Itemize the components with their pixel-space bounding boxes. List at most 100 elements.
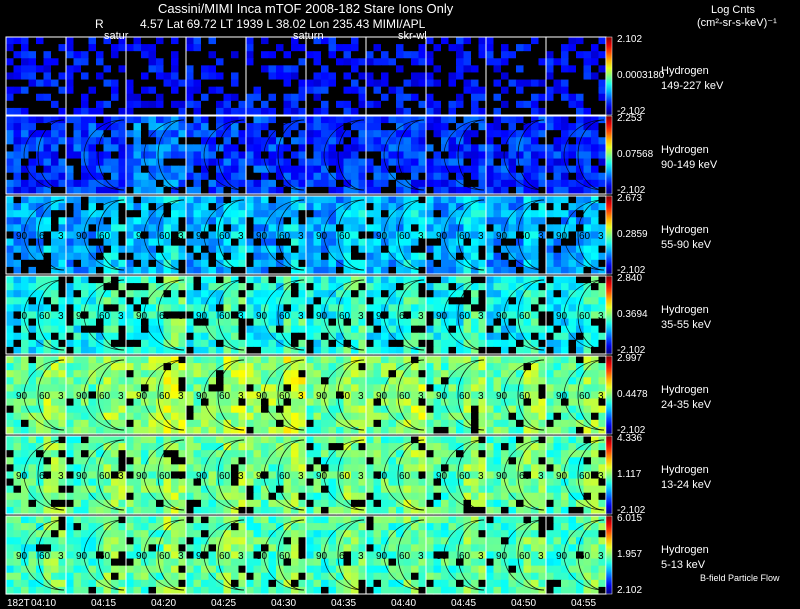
pitch-angle-contour: [97, 199, 125, 271]
pitch-angle-label: 90: [256, 231, 268, 242]
pitch-angle-contour: [37, 279, 65, 351]
image-panel: [5, 355, 67, 435]
energy-range-label: 90-149 keV: [661, 159, 718, 171]
pitch-angle-label: 3: [478, 471, 484, 482]
pitch-angle-contour: [457, 359, 485, 431]
colorbar-mid-label: 0.07568: [617, 149, 654, 160]
species-label: Hydrogen: [661, 65, 709, 77]
pitch-angle-label: 3: [58, 391, 64, 402]
pitch-angle-contour: [563, 279, 605, 351]
pitch-angle-contour: [83, 519, 125, 591]
pitch-angle-contour: [517, 279, 545, 351]
pitch-angle-label: 3: [358, 311, 364, 322]
pitch-angle-label: 3: [418, 471, 424, 482]
pitch-angle-contour: [83, 439, 125, 511]
pitch-angle-contour: [157, 439, 185, 511]
image-panel: [545, 36, 607, 116]
image-panel: [305, 355, 367, 435]
energy-range-label: 55-90 keV: [661, 239, 712, 251]
image-panel: [425, 36, 487, 116]
pitch-angle-label: 60: [279, 551, 291, 562]
pitch-angle-label: 3: [118, 471, 124, 482]
pitch-angle-label: 3: [238, 391, 244, 402]
image-panel: [185, 115, 247, 195]
pitch-angle-contour: [23, 119, 65, 191]
pitch-angle-label: 90: [256, 311, 268, 322]
pitch-angle-label: 90: [76, 231, 88, 242]
pitch-angle-contour: [563, 199, 605, 271]
pitch-angle-contour: [23, 279, 65, 351]
pitch-angle-label: 60: [159, 311, 171, 322]
pitch-angle-contour: [517, 439, 545, 511]
species-label: Hydrogen: [661, 304, 709, 316]
colorbar: [605, 115, 613, 195]
time-tick-label: 04:10: [31, 598, 57, 609]
pitch-angle-contour: [443, 279, 485, 351]
pitch-angle-label: 90: [136, 391, 148, 402]
pitch-angle-label: 90: [496, 551, 508, 562]
pitch-angle-contour: [263, 119, 305, 191]
pitch-angle-contour: [23, 359, 65, 431]
pitch-angle-label: 3: [538, 391, 544, 402]
pitch-angle-label: 90: [556, 551, 568, 562]
pitch-angle-contour: [323, 359, 365, 431]
image-panel: [545, 115, 607, 195]
pitch-angle-label: 60: [279, 311, 291, 322]
pitch-angle-label: 90: [196, 391, 208, 402]
pitch-angle-label: 90: [316, 391, 328, 402]
pitch-angle-label: 60: [99, 231, 111, 242]
pitch-angle-contour: [503, 359, 545, 431]
time-tick-label: 04:25: [211, 598, 237, 609]
pitch-angle-label: 3: [598, 231, 604, 242]
pitch-angle-contour: [383, 279, 425, 351]
pitch-angle-label: 60: [99, 471, 111, 482]
pitch-angle-contour: [563, 519, 605, 591]
pitch-angle-label: 60: [279, 391, 291, 402]
pitch-angle-label: 3: [178, 311, 184, 322]
pitch-angle-label: 3: [238, 551, 244, 562]
species-label: Hydrogen: [661, 384, 709, 396]
pitch-angle-label: 60: [39, 231, 51, 242]
image-panel: [305, 36, 367, 116]
pitch-angle-label: 60: [99, 311, 111, 322]
pitch-angle-label: 3: [298, 551, 304, 562]
colorbar-min-label: -2.102: [617, 185, 646, 196]
pitch-angle-contour: [323, 279, 365, 351]
pitch-angle-label: 3: [58, 551, 64, 562]
pitch-angle-label: 60: [459, 311, 471, 322]
time-tick-label: 04:45: [451, 598, 477, 609]
image-panel: [245, 195, 307, 275]
pitch-angle-contour: [83, 199, 125, 271]
pitch-angle-label: 60: [339, 231, 351, 242]
pitch-angle-label: 3: [238, 471, 244, 482]
pitch-angle-label: 3: [478, 311, 484, 322]
colorbar-mid-label: 1.117: [617, 469, 642, 480]
pitch-angle-contour: [337, 119, 365, 191]
colorbar: [605, 515, 613, 595]
pitch-angle-contour: [337, 519, 365, 591]
pitch-angle-label: 3: [598, 391, 604, 402]
colorbar-mid-label: 0.3694: [617, 309, 648, 320]
image-panel: [65, 355, 127, 435]
pitch-angle-contour: [203, 199, 245, 271]
pitch-angle-contour: [397, 119, 425, 191]
pitch-angle-label: 60: [339, 391, 351, 402]
pitch-angle-contour: [397, 439, 425, 511]
image-panel: [305, 275, 367, 355]
pitch-angle-contour: [157, 519, 185, 591]
pitch-angle-label: 60: [159, 231, 171, 242]
pitch-angle-contour: [323, 519, 365, 591]
pitch-angle-contour: [83, 359, 125, 431]
pitch-angle-contour: [263, 519, 305, 591]
pitch-angle-label: 60: [519, 391, 531, 402]
pitch-angle-label: 90: [76, 391, 88, 402]
pitch-angle-contour: [323, 119, 365, 191]
pitch-angle-contour: [157, 279, 185, 351]
pitch-angle-contour: [37, 439, 65, 511]
plot-title: Cassini/MIMI Inca mTOF 2008-182 Stare Io…: [158, 1, 454, 16]
pitch-angle-contour: [37, 119, 65, 191]
pitch-angle-label: 3: [298, 311, 304, 322]
pitch-angle-contour: [83, 279, 125, 351]
pitch-angle-label: 60: [39, 311, 51, 322]
pitch-angle-contour: [203, 119, 245, 191]
